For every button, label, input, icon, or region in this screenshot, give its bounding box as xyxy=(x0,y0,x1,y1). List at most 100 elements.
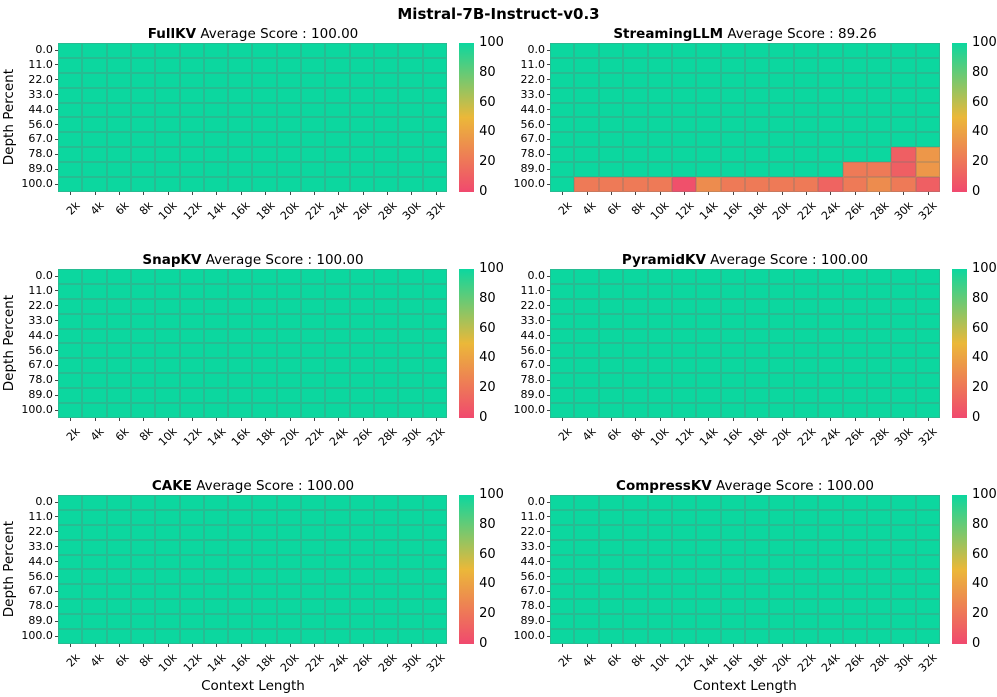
x-tick-mark xyxy=(240,418,242,421)
heatmap-cell xyxy=(574,614,599,630)
x-tick-label: 12k xyxy=(180,651,205,675)
heatmap-cell xyxy=(276,132,302,148)
x-tick-mark xyxy=(411,644,413,647)
heatmap-cell xyxy=(696,629,721,644)
heatmap-cell xyxy=(301,614,326,630)
heatmap-cell xyxy=(82,554,107,570)
heatmap-cell xyxy=(422,87,448,103)
colorbar-tick-label: 100 xyxy=(972,261,997,276)
x-tick-label: 4k xyxy=(580,425,599,444)
heatmap-cell xyxy=(550,177,575,192)
colorbar xyxy=(459,495,475,644)
heatmap-cell xyxy=(793,117,819,133)
y-tick-label: 44.0 xyxy=(504,329,550,344)
heatmap-cell xyxy=(720,298,745,314)
heatmap-cell xyxy=(866,629,892,644)
heatmap-cell xyxy=(57,298,83,314)
heatmap-cell xyxy=(276,102,302,118)
heatmap-cell xyxy=(301,599,326,615)
colorbar-tick-labels: 100 80 60 40 20 0 xyxy=(474,36,504,199)
heatmap-cell xyxy=(301,177,326,192)
heatmap-cell xyxy=(349,87,375,103)
x-tick-mark xyxy=(732,418,734,421)
heatmap-cell xyxy=(228,57,253,73)
colorbar-tick-label: 0 xyxy=(972,184,981,199)
heatmap-cell xyxy=(793,147,819,163)
heatmap-cell xyxy=(106,72,131,88)
heatmap-cell xyxy=(276,72,302,88)
heatmap-cell xyxy=(598,328,624,344)
heatmap-cell xyxy=(550,373,575,389)
x-tick-label: 16k xyxy=(229,425,254,449)
heatmap-cell xyxy=(818,313,843,329)
x-tick-labels: 2k 4k 6k 8k 10k 12k 14k 16k 18k 20k 22k 24k 26k 28k 30… xyxy=(58,192,448,226)
x-tick-label: 2k xyxy=(555,199,575,218)
heatmap-cell xyxy=(915,403,940,418)
heatmap-cell xyxy=(398,72,423,88)
heatmap-cell xyxy=(769,629,794,644)
heatmap-cell xyxy=(818,87,843,103)
heatmap-cell xyxy=(228,177,253,192)
heatmap-cell xyxy=(793,283,819,299)
heatmap-cell xyxy=(252,343,277,359)
heatmap-cell xyxy=(398,87,423,103)
heatmap-cell xyxy=(422,629,448,644)
heatmap-cell xyxy=(671,554,697,570)
x-tick-labels: 2k 4k 6k 8k 10k 12k 14k 16k 18k 20k 22k 24k 26k 28k 30… xyxy=(58,644,448,678)
heatmap-cell xyxy=(252,524,277,540)
x-tick-label: 32k xyxy=(424,425,449,449)
y-tick-label: 33.0 xyxy=(504,88,550,103)
x-tick-mark xyxy=(903,644,905,647)
heatmap-cell xyxy=(301,57,326,73)
heatmap-cell xyxy=(252,495,277,510)
y-tick-label: 56.0 xyxy=(504,118,550,133)
x-tick-mark xyxy=(635,418,637,421)
heatmap-cell xyxy=(422,509,448,525)
heatmap-cell xyxy=(82,72,107,88)
heatmap-cell xyxy=(155,132,180,148)
heatmap-cell xyxy=(842,388,867,404)
heatmap-cell xyxy=(671,117,697,133)
heatmap-cell xyxy=(696,298,721,314)
heatmap-cell xyxy=(301,554,326,570)
heatmap-cell xyxy=(720,403,745,418)
heatmap-cell xyxy=(793,539,819,555)
y-tick-label: 11.0 xyxy=(18,284,58,299)
heatmap-cell xyxy=(374,524,399,540)
heatmap-cell xyxy=(82,388,107,404)
heatmap-cell xyxy=(349,539,375,555)
heatmap-cell xyxy=(276,177,302,192)
heatmap-cell xyxy=(203,584,229,600)
heatmap-cell xyxy=(720,328,745,344)
heatmap-cell xyxy=(842,629,867,644)
x-tick-mark xyxy=(387,192,389,195)
heatmap-cell xyxy=(550,87,575,103)
heatmap-cell xyxy=(82,328,107,344)
heatmap-cell xyxy=(598,57,624,73)
heatmap-cell xyxy=(793,72,819,88)
heatmap-cell xyxy=(301,373,326,389)
heatmap-cell xyxy=(228,328,253,344)
y-tick-label: 33.0 xyxy=(504,540,550,555)
x-tick-label: 24k xyxy=(818,651,843,675)
x-tick-label: 10k xyxy=(156,199,180,223)
x-tick-mark xyxy=(289,418,291,421)
heatmap-cell xyxy=(106,584,131,600)
heatmap-cell xyxy=(276,43,302,58)
heatmap-cell xyxy=(769,147,794,163)
heatmap-cell xyxy=(866,269,892,284)
y-tick-label: 78.0 xyxy=(504,599,550,614)
y-tick-label: 22.0 xyxy=(18,73,58,88)
heatmap xyxy=(550,43,940,192)
heatmap-cell xyxy=(915,599,940,615)
heatmap-cell xyxy=(422,72,448,88)
heatmap-cell xyxy=(818,283,843,299)
heatmap-cell xyxy=(82,117,107,133)
heatmap-cell xyxy=(179,539,204,555)
heatmap-cell xyxy=(623,614,648,630)
heatmap-cell xyxy=(647,87,672,103)
heatmap-cell xyxy=(574,72,599,88)
heatmap-cell xyxy=(130,524,156,540)
heatmap-cell xyxy=(915,102,940,118)
heatmap-cell xyxy=(915,72,940,88)
